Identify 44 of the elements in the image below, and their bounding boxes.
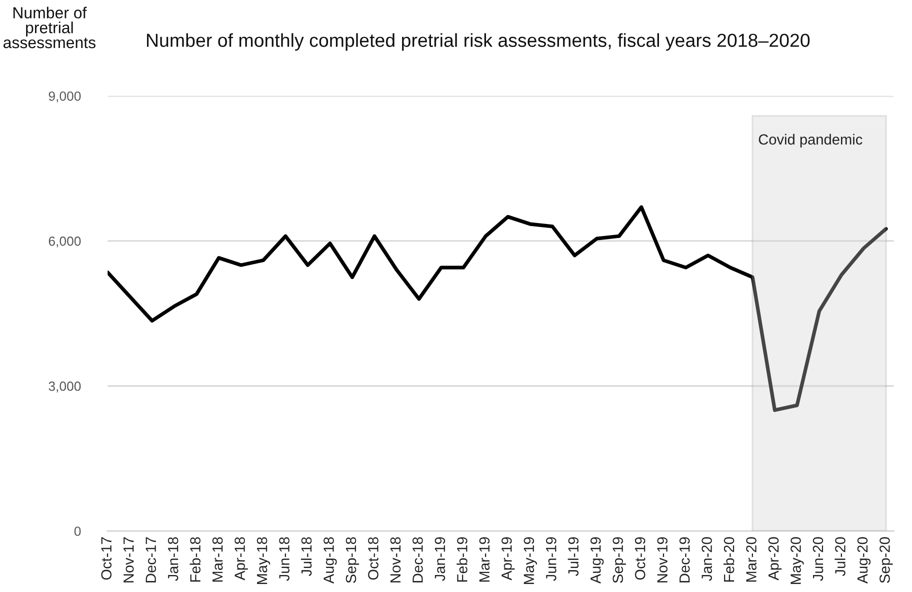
x-tick-label: Oct-17 bbox=[101, 537, 112, 580]
x-tick-label: Jul-20 bbox=[834, 537, 846, 576]
y-tick-label: 9,000 bbox=[48, 91, 81, 102]
x-tick-label: May-20 bbox=[790, 537, 804, 584]
y-tick-label: 6,000 bbox=[48, 236, 81, 248]
x-tick-label: Apr-20 bbox=[768, 537, 782, 580]
x-tick-label: Feb-19 bbox=[456, 537, 468, 582]
x-tick-label: Oct-18 bbox=[368, 537, 378, 580]
x-tick-label: Dec-17 bbox=[146, 537, 156, 582]
x-tick-label: Jul-18 bbox=[300, 537, 312, 576]
y-axis-title: Number of pretrial assessments bbox=[4, 6, 96, 48]
x-tick-label: Nov-17 bbox=[124, 537, 134, 582]
x-tick-label: Oct-19 bbox=[634, 537, 646, 580]
x-tick-label: May-18 bbox=[256, 537, 270, 584]
x-tick-label: Aug-20 bbox=[857, 537, 871, 584]
y-tick-label: 3,000 bbox=[48, 382, 81, 392]
x-tick-label: Apr-19 bbox=[502, 537, 515, 580]
x-tick-label: Jun-18 bbox=[279, 537, 290, 581]
x-tick-label: Dec-19 bbox=[679, 537, 690, 582]
x-tick-label: Feb-18 bbox=[190, 537, 200, 582]
x-tick-label: Mar-18 bbox=[212, 537, 223, 582]
x-tick-label: Aug-19 bbox=[590, 537, 604, 584]
x-tick-label: Nov-19 bbox=[657, 537, 668, 582]
x-tick-label: Apr-18 bbox=[234, 537, 248, 580]
line-series bbox=[108, 205, 888, 412]
x-tick-label: Mar-19 bbox=[479, 537, 490, 582]
y-tick-label: 0 bbox=[74, 526, 81, 536]
x-tick-label: Sep-19 bbox=[612, 537, 626, 583]
x-tick-label: Nov-18 bbox=[390, 537, 401, 582]
x-tick-label: Feb-20 bbox=[724, 537, 734, 582]
x-tick-label: Jun-20 bbox=[812, 537, 824, 581]
band-label: Covid pandemic bbox=[758, 134, 862, 148]
x-tick-label: Jun-19 bbox=[546, 537, 556, 581]
x-tick-label: Sep-20 bbox=[880, 537, 893, 583]
x-tick-label: Dec-18 bbox=[412, 537, 423, 582]
x-tick-label: Jan-19 bbox=[434, 537, 446, 581]
x-tick-label: Sep-18 bbox=[346, 537, 360, 583]
x-tick-label: Aug-18 bbox=[324, 537, 337, 584]
x-tick-label: Jan-18 bbox=[168, 537, 178, 581]
x-tick-label: Mar-20 bbox=[746, 537, 756, 582]
x-tick-label: May-19 bbox=[524, 537, 537, 584]
chart-title: Number of monthly completed pretrial risk assessments, fiscal years 2018–2020 bbox=[147, 33, 810, 51]
x-tick-label: Jul-19 bbox=[568, 537, 579, 576]
x-tick-label: Jan-20 bbox=[702, 537, 712, 581]
